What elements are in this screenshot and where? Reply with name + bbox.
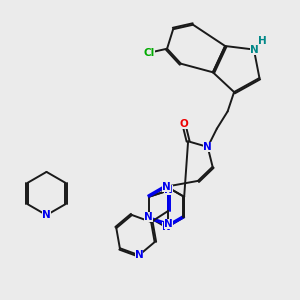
Text: N: N bbox=[164, 218, 172, 229]
Text: N: N bbox=[164, 185, 172, 196]
Text: N: N bbox=[145, 212, 153, 222]
Text: N: N bbox=[42, 210, 51, 220]
Text: N: N bbox=[203, 142, 212, 152]
Text: Cl: Cl bbox=[143, 48, 155, 58]
Text: N: N bbox=[135, 250, 143, 260]
Text: N: N bbox=[250, 44, 258, 55]
Text: N: N bbox=[162, 182, 171, 192]
Text: N: N bbox=[162, 222, 171, 233]
Text: O: O bbox=[180, 119, 188, 130]
Text: H: H bbox=[258, 36, 267, 46]
